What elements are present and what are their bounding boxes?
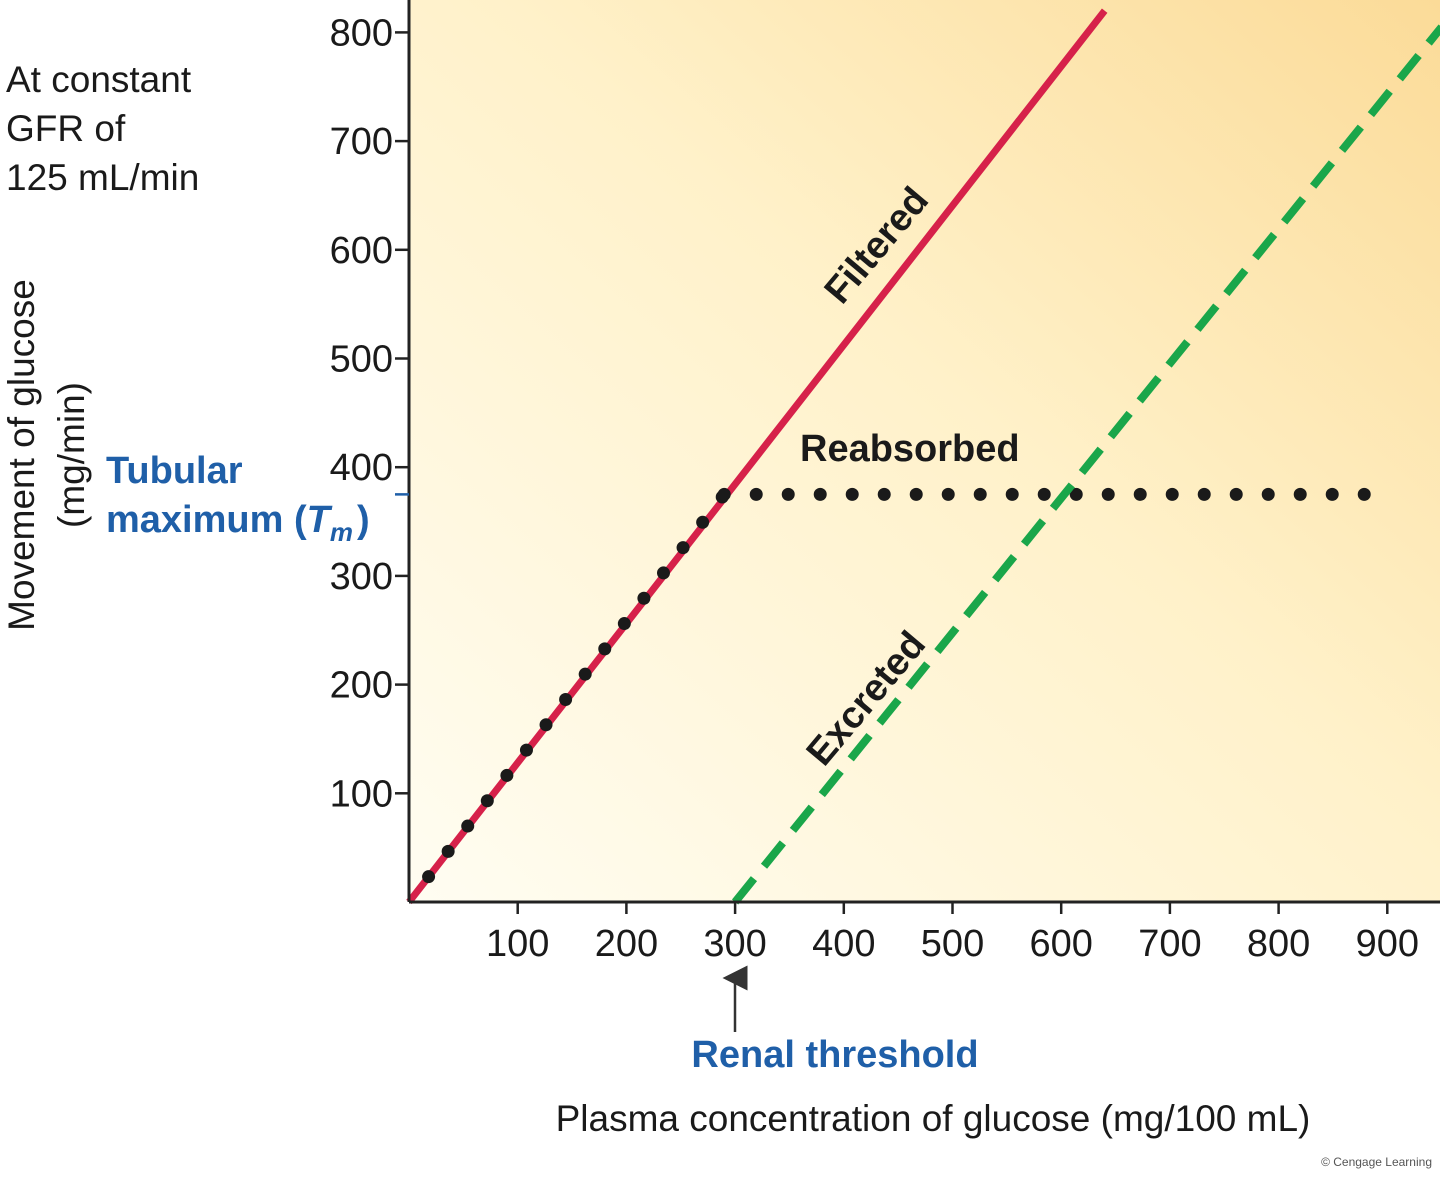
series-reabsorbed-dot (696, 515, 710, 529)
series-reabsorbed-dot (500, 768, 514, 782)
axes (407, 0, 1440, 904)
series-reabsorbed-line (422, 487, 1371, 884)
tubular-max-subscript: m (330, 517, 353, 547)
series-reabsorbed-dot (941, 487, 955, 501)
series-reabsorbed-dot (422, 870, 436, 884)
tubular-max-close: ) (357, 499, 370, 541)
series-reabsorbed-dot (1069, 487, 1083, 501)
x-tick-label-300: 300 (703, 923, 766, 965)
y-axis-title-line-1: Movement of glucose (1, 279, 42, 631)
series-reabsorbed-dot (480, 794, 494, 808)
series-reabsorbed-dot (717, 487, 731, 501)
series-reabsorbed-dot (461, 819, 475, 833)
series-reabsorbed-dot (656, 566, 670, 580)
series-layer (406, 8, 1440, 905)
x-tick-label-700: 700 (1138, 923, 1201, 965)
series-reabsorbed-dot (1357, 487, 1371, 501)
series-reabsorbed-dot (637, 591, 651, 605)
x-tick-label-900: 900 (1356, 923, 1419, 965)
x-tick-label-200: 200 (595, 923, 658, 965)
series-reabsorbed-dot (617, 617, 631, 631)
series-reabsorbed-dot (598, 642, 612, 656)
y-tick-label-700: 700 (330, 121, 393, 163)
series-reabsorbed-dot (1261, 487, 1275, 501)
x-tick-label-400: 400 (812, 923, 875, 965)
series-reabsorbed-dot (909, 487, 923, 501)
y-tick-label-100: 100 (330, 773, 393, 815)
series-label-reabsorbed: Reabsorbed (800, 428, 1020, 470)
series-excreted-line (731, 24, 1440, 905)
series-reabsorbed-dot (1101, 487, 1115, 501)
tubular-max-text: maximum ( (106, 499, 307, 541)
y-tick-label-500: 500 (330, 339, 393, 381)
x-tick-label-600: 600 (1029, 923, 1092, 965)
note-line-3: 125 mL/min (6, 157, 199, 198)
tubular-maximum-callout: Tubular maximum (Tm) (106, 450, 370, 547)
x-tick-label-500: 500 (921, 923, 984, 965)
series-reabsorbed-dot (1037, 487, 1051, 501)
y-tick-label-400: 400 (330, 447, 393, 489)
renal-threshold-label: Renal threshold (691, 1034, 978, 1076)
y-tick-label-800: 800 (330, 12, 393, 54)
series-reabsorbed-dot (1005, 487, 1019, 501)
series-reabsorbed-dot (1229, 487, 1243, 501)
series-reabsorbed-dot (559, 692, 573, 706)
tubular-max-symbol: T (307, 499, 333, 541)
series-reabsorbed-dot (1133, 487, 1147, 501)
note-line-2: GFR of (6, 108, 126, 149)
series-reabsorbed-dot (781, 487, 795, 501)
series-reabsorbed-dot (813, 487, 827, 501)
plot-background (409, 0, 1440, 902)
ticks: 100 200 300 400 500 600 700 800 100 200 300 400 500 6… (330, 12, 1419, 965)
series-reabsorbed-dot (749, 487, 763, 501)
series-reabsorbed-dot (1165, 487, 1179, 501)
series-reabsorbed-dot (1197, 487, 1211, 501)
credit-text: © Cengage Learning (1321, 1155, 1432, 1169)
series-reabsorbed-dot (676, 541, 690, 555)
tubular-max-line-1: Tubular (106, 450, 243, 492)
y-axis-title-line-2: (mg/min) (51, 382, 92, 528)
note-line-1: At constant (6, 59, 192, 100)
series-reabsorbed-dot (973, 487, 987, 501)
y-axis-title: Movement of glucose (mg/min) (1, 279, 92, 631)
series-reabsorbed-dot (1325, 487, 1339, 501)
series-reabsorbed-dot (845, 487, 859, 501)
series-reabsorbed-dot (578, 667, 592, 681)
series-reabsorbed-dot (519, 743, 533, 757)
y-tick-label-200: 200 (330, 665, 393, 707)
x-axis-title: Plasma concentration of glucose (mg/100 … (556, 1098, 1311, 1139)
gfr-note: At constant GFR of 125 mL/min (6, 59, 199, 198)
series-reabsorbed-dot (539, 718, 553, 732)
series-reabsorbed-dot (877, 487, 891, 501)
series-reabsorbed-dot (1293, 487, 1307, 501)
series-reabsorbed-dot (441, 844, 455, 858)
renal-threshold-callout: Renal threshold (691, 965, 979, 1076)
tubular-max-line-2: maximum (Tm) (106, 499, 370, 547)
x-tick-label-100: 100 (486, 923, 549, 965)
y-tick-label-300: 300 (330, 556, 393, 598)
y-tick-label-600: 600 (330, 230, 393, 272)
x-tick-label-800: 800 (1247, 923, 1310, 965)
